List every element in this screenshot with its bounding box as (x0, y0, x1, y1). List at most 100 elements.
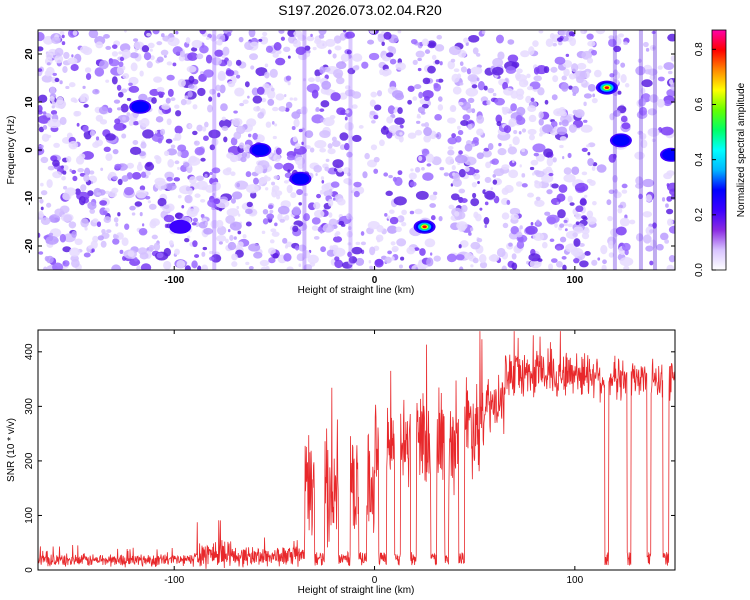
heatmap-blob (211, 167, 221, 174)
heatmap-blob (298, 263, 302, 268)
heatmap-blob (384, 256, 392, 264)
heatmap-blob (230, 137, 238, 146)
heatmap-blob (552, 42, 557, 47)
heatmap-blob (248, 265, 254, 270)
heatmap-blob (551, 94, 558, 101)
heatmap-blob (447, 145, 454, 150)
heatmap-blob (471, 84, 478, 89)
heatmap-blob (519, 164, 522, 168)
heatmap-blob (302, 250, 311, 259)
heatmap-blob (137, 265, 141, 270)
heatmap-blob (68, 221, 77, 229)
heatmap-blob (327, 148, 336, 155)
heatmap-blob (41, 74, 53, 83)
heatmap-blob (230, 171, 236, 177)
heatmap-blob (46, 179, 53, 188)
heatmap-blob (63, 51, 70, 59)
heatmap-blob (569, 37, 577, 47)
heatmap-blob (668, 225, 675, 234)
heatmap-blob (462, 114, 471, 121)
heatmap-blob (623, 265, 630, 270)
heatmap-blob (46, 255, 54, 264)
heatmap-blob (175, 110, 182, 117)
heatmap-blob (476, 238, 483, 243)
heatmap-blob (458, 150, 463, 155)
heatmap-blob (458, 101, 464, 106)
heatmap-blob (433, 83, 442, 92)
heatmap-blob (450, 105, 457, 111)
heatmap-blob (580, 124, 593, 133)
heatmap-blob (319, 66, 326, 74)
heatmap-blob (401, 221, 407, 227)
heatmap-streak (652, 30, 657, 270)
heatmap-blob (526, 73, 531, 79)
heatmap-blob (484, 224, 488, 228)
heatmap-blob (550, 120, 558, 128)
heatmap-blob (259, 259, 270, 267)
heatmap-blob (433, 191, 438, 196)
heatmap-blob (332, 68, 344, 78)
heatmap-x-ticks: -100 0 100 (164, 30, 584, 286)
heatmap-blob (53, 142, 60, 148)
heatmap-blob (146, 32, 151, 37)
heatmap-blob (318, 30, 327, 36)
heatmap-blob (567, 152, 572, 159)
heatmap-blob (151, 234, 158, 240)
heatmap-blob (561, 119, 569, 127)
heatmap-blob (225, 215, 235, 224)
heatmap-blob (463, 37, 469, 44)
heatmap-blob (342, 30, 347, 33)
heatmap-blob (47, 165, 55, 171)
heatmap-blob (195, 175, 204, 182)
heatmap-blob (398, 135, 404, 143)
heatmap-blob (453, 68, 460, 73)
heatmap-blob (390, 256, 395, 261)
heatmap-blob (253, 177, 259, 185)
heatmap-blob (145, 171, 151, 176)
heatmap-blob (304, 45, 311, 51)
heatmap-blob (167, 159, 175, 168)
heatmap-blob (218, 241, 223, 245)
heatmap-blob (556, 261, 563, 268)
heatmap-blob (600, 244, 608, 255)
heatmap-blob (246, 201, 253, 208)
heatmap-blob (260, 266, 268, 270)
heatmap-blob (344, 85, 351, 90)
heatmap-blob (457, 73, 462, 79)
heatmap-blob (546, 189, 553, 195)
heatmap-blob (407, 132, 417, 139)
heatmap-blob (591, 259, 598, 266)
heatmap-blob (418, 155, 423, 161)
heatmap-blob (393, 196, 407, 206)
heatmap-blob (461, 101, 471, 111)
heatmap-blob (272, 52, 279, 58)
heatmap-blob (310, 33, 313, 37)
heatmap-blob (608, 240, 615, 249)
heatmap-blob (373, 168, 379, 174)
heatmap-blob (492, 92, 497, 97)
heatmap-blob (399, 132, 403, 136)
heatmap-blob (38, 251, 44, 255)
heatmap-blob (620, 115, 628, 123)
heatmap-blob (96, 221, 102, 228)
colorbar-tick-label: 0.6 (694, 97, 705, 111)
heatmap-blob (183, 161, 190, 168)
heatmap-blob (581, 147, 588, 152)
heatmap-blob (347, 251, 352, 258)
heatmap-blob (564, 228, 568, 232)
heatmap-blob (187, 90, 193, 98)
heatmap-blob (529, 259, 542, 269)
heatmap-blob (205, 184, 215, 193)
heatmap-blob (94, 67, 105, 77)
heatmap-blob (134, 48, 138, 52)
heatmap-blob (229, 154, 239, 163)
heatmap-blob (532, 143, 546, 153)
heatmap-blob (91, 248, 95, 253)
heatmap-blob (40, 156, 49, 164)
heatmap-blob (344, 109, 350, 114)
heatmap-blob (175, 212, 183, 220)
heatmap-blob (38, 68, 43, 72)
heatmap-blob (209, 256, 215, 261)
heatmap-blob (387, 250, 392, 255)
heatmap-blob (268, 204, 274, 210)
